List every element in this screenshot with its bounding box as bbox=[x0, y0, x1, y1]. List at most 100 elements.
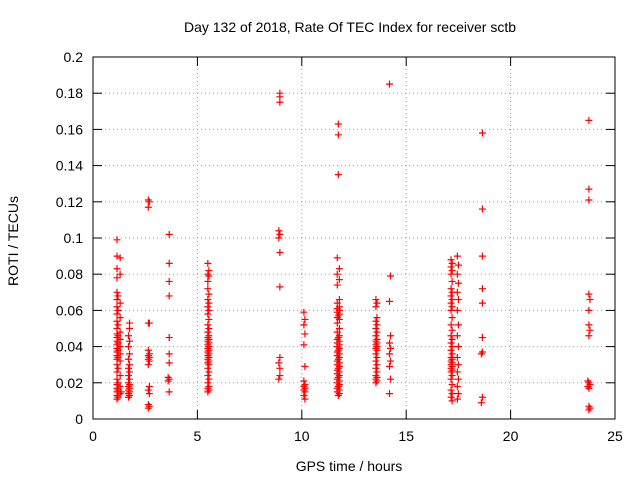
data-point bbox=[453, 353, 461, 361]
data-point bbox=[334, 382, 342, 390]
data-point bbox=[448, 372, 456, 380]
data-point bbox=[453, 368, 461, 376]
data-point bbox=[124, 343, 132, 351]
data-point bbox=[454, 261, 462, 269]
data-point bbox=[300, 391, 308, 399]
data-point bbox=[373, 328, 381, 336]
data-point bbox=[275, 375, 283, 383]
data-points bbox=[113, 80, 594, 414]
data-point bbox=[453, 382, 461, 390]
data-point bbox=[334, 171, 342, 179]
data-point bbox=[447, 339, 455, 347]
data-point bbox=[145, 319, 153, 327]
data-point bbox=[334, 312, 342, 320]
data-point bbox=[114, 292, 122, 300]
data-point bbox=[334, 364, 342, 372]
data-point bbox=[477, 399, 485, 407]
axis-ticks: 0 5 10 15 20 25 0 0.02 0.04 0.06 0.08 0.1 0.12 0.14 0.… bbox=[56, 49, 623, 444]
data-point bbox=[276, 98, 284, 106]
data-point bbox=[448, 277, 456, 285]
data-point bbox=[205, 375, 213, 383]
x-tick-label: 5 bbox=[194, 428, 202, 444]
data-point bbox=[144, 196, 152, 204]
data-point bbox=[301, 330, 309, 338]
data-point bbox=[144, 203, 152, 211]
data-point bbox=[276, 372, 284, 380]
data-point bbox=[165, 334, 173, 342]
data-point bbox=[453, 306, 461, 314]
data-point bbox=[448, 390, 456, 398]
data-point bbox=[204, 259, 212, 267]
data-point bbox=[126, 350, 134, 358]
data-point bbox=[448, 343, 456, 351]
data-point bbox=[116, 299, 124, 307]
data-point bbox=[335, 315, 343, 323]
x-tick-label: 10 bbox=[294, 428, 310, 444]
data-point bbox=[454, 296, 462, 304]
data-point bbox=[447, 321, 455, 329]
data-point bbox=[204, 372, 212, 380]
data-point bbox=[145, 382, 153, 390]
data-point bbox=[335, 276, 343, 284]
data-point bbox=[116, 270, 124, 278]
data-point bbox=[585, 306, 593, 314]
data-point bbox=[301, 315, 309, 323]
data-point bbox=[165, 277, 173, 285]
data-point bbox=[447, 375, 455, 383]
data-point bbox=[275, 359, 283, 367]
data-point bbox=[114, 321, 122, 329]
data-point bbox=[205, 290, 213, 298]
data-point bbox=[335, 325, 343, 332]
y-tick-label: 0 bbox=[75, 411, 83, 427]
data-point bbox=[373, 361, 381, 369]
data-point bbox=[447, 285, 455, 293]
data-point bbox=[276, 230, 284, 238]
y-axis-label: ROTI / TECUs bbox=[5, 196, 21, 286]
data-point bbox=[116, 314, 124, 322]
data-point bbox=[447, 386, 455, 394]
data-point bbox=[478, 334, 486, 342]
data-point bbox=[453, 270, 461, 278]
grid bbox=[93, 57, 615, 419]
data-point bbox=[116, 254, 124, 262]
data-point bbox=[385, 80, 393, 88]
data-point bbox=[372, 296, 380, 304]
data-point bbox=[586, 404, 594, 412]
data-point bbox=[385, 363, 393, 371]
data-point bbox=[387, 375, 395, 383]
data-point bbox=[585, 384, 593, 392]
data-point bbox=[448, 259, 456, 267]
x-tick-label: 20 bbox=[503, 428, 519, 444]
data-point bbox=[453, 288, 461, 296]
data-point bbox=[114, 364, 122, 372]
data-point bbox=[447, 256, 455, 264]
data-point bbox=[453, 252, 461, 260]
y-tick-label: 0.12 bbox=[56, 194, 83, 210]
data-point bbox=[113, 303, 121, 311]
data-point bbox=[333, 319, 341, 327]
data-point bbox=[113, 265, 121, 273]
data-point bbox=[276, 353, 284, 361]
data-point bbox=[448, 326, 456, 334]
data-point bbox=[585, 332, 593, 340]
x-tick-label: 0 bbox=[89, 428, 97, 444]
data-point bbox=[126, 391, 134, 399]
data-point bbox=[372, 379, 380, 387]
data-point bbox=[165, 375, 173, 383]
data-point bbox=[126, 325, 134, 332]
data-point bbox=[301, 395, 309, 403]
data-point bbox=[165, 292, 173, 300]
data-point bbox=[117, 388, 125, 396]
chart-title: Day 132 of 2018, Rate Of TEC Index for r… bbox=[184, 19, 516, 35]
data-point bbox=[144, 404, 152, 412]
y-tick-label: 0.04 bbox=[56, 339, 83, 355]
data-point bbox=[372, 317, 380, 325]
data-point bbox=[276, 248, 284, 256]
data-point bbox=[334, 334, 342, 342]
data-point bbox=[165, 230, 173, 238]
y-tick-label: 0.1 bbox=[64, 230, 84, 246]
x-tick-label: 25 bbox=[607, 428, 623, 444]
data-point bbox=[586, 326, 594, 334]
data-point bbox=[373, 353, 381, 361]
